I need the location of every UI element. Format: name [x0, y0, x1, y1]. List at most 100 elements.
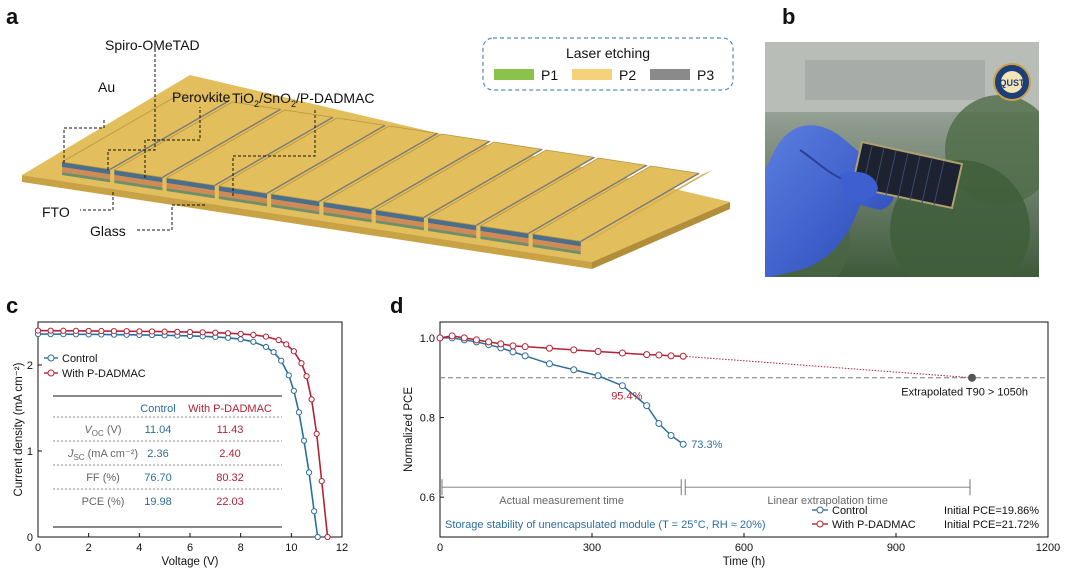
chart-d-legend-initial: Initial PCE=19.86% — [944, 505, 1039, 517]
legend-p2-swatch — [572, 69, 612, 80]
chart-d-legend-initial: Initial PCE=21.72% — [944, 519, 1039, 531]
table-value-control: 11.04 — [145, 424, 172, 436]
annotation-storage: Storage stability of unencapsulated modu… — [445, 519, 766, 531]
legend-p1-label: P1 — [541, 67, 558, 83]
chart-d: 0 300 600 900 1200 0.6 0.8 1.0 Time (h) Normalize… — [403, 321, 1060, 568]
chart-c-xtick-label: 4 — [136, 542, 142, 554]
cell-layer-etl — [62, 172, 111, 183]
chart-c-xtick-label: 6 — [187, 542, 193, 554]
chart-d-series-0-point — [570, 366, 578, 374]
cell-layer-perovskite — [166, 183, 215, 196]
chart-d-series-1-point — [667, 352, 675, 360]
table-value-control: 2.36 — [147, 448, 168, 460]
chart-c-series-1-point — [298, 360, 305, 367]
cell-layer-etl — [166, 188, 215, 199]
p3-scribe — [162, 108, 281, 178]
annotation-red-value: 95.4% — [611, 391, 642, 403]
chart-d-series-1-point — [594, 347, 602, 355]
chart-d-series-1-point — [497, 340, 505, 348]
table-param: JSC (mA cm⁻²) — [67, 448, 138, 462]
chart-c-series-0-line — [37, 333, 319, 538]
module-glass-front — [22, 175, 592, 269]
cell-layer-perovskite — [114, 175, 163, 188]
table-header-control: Control — [140, 403, 175, 415]
chart-c-series-1-point — [161, 328, 168, 335]
span-actual-label: Actual measurement time — [499, 495, 624, 507]
table-value-pdadmac: 2.40 — [219, 448, 240, 460]
laser-legend-box — [482, 37, 734, 91]
panel-a: a Spiro-OMeTAD Au Perovkite TiO2/SnO2/P-… — [6, 4, 734, 269]
table-value-pdadmac: 22.03 — [216, 496, 244, 508]
chart-c-legend-label: Control — [62, 353, 97, 365]
leader-lines — [63, 50, 316, 231]
chart-c-series-0-point — [300, 437, 308, 444]
chart-c-series-0-point — [285, 372, 292, 379]
cell-layer-htl — [166, 178, 215, 191]
chart-d-legend-marker — [816, 506, 824, 514]
chart-c-series-1-point — [123, 328, 130, 335]
label-au: Au — [98, 79, 115, 95]
p3-scribe — [475, 156, 595, 226]
chart-c-legend-marker — [47, 369, 55, 377]
table-param: VOC (V) — [84, 424, 121, 438]
chart-c-series-0-point — [295, 409, 303, 416]
chart-d-series-1-point — [570, 346, 578, 354]
p3-scribe — [423, 148, 543, 218]
chart-d-legend-marker — [816, 520, 824, 528]
legend-p1-swatch — [494, 69, 534, 80]
chart-d-xtick-label: 300 — [583, 542, 601, 554]
chart-c-series-1-point — [290, 348, 297, 355]
chart-d-series-1-point — [643, 351, 651, 359]
module-cells — [60, 93, 713, 242]
p3-scribe — [214, 116, 334, 186]
chart-c-legend-label: With P-DADMAC — [62, 368, 146, 380]
chart-c-series-0-point — [237, 336, 244, 343]
panel-letter-d: d — [390, 293, 403, 318]
table-value-control: 19.98 — [144, 496, 172, 508]
chart-c-xtick-label: 10 — [285, 542, 297, 554]
chart-d-series-1-point — [521, 343, 529, 351]
cell-layer-perovskite — [480, 231, 529, 244]
chart-c-xtick-label: 8 — [238, 542, 244, 554]
p3-scribe — [580, 172, 700, 242]
chart-c-series-0-point — [250, 338, 257, 345]
cell-layer-htl — [323, 202, 372, 215]
laser-legend-title: Laser etching — [566, 45, 650, 61]
cell-layer-htl — [428, 218, 477, 231]
cell-layer-perovskite — [271, 199, 320, 212]
table-header-pdadmac: With P-DADMAC — [188, 403, 272, 415]
cell-layer-etl — [271, 204, 320, 215]
annotation-blue-value: 73.3% — [691, 439, 722, 451]
chart-d-series-1-point — [448, 332, 456, 340]
chart-c-series-1-point — [148, 328, 156, 335]
chart-d-series-0-point — [618, 382, 626, 390]
legend-p3-label: P3 — [697, 67, 714, 83]
chart-d-series-0-point — [643, 402, 651, 410]
cell-layer-perovskite — [428, 223, 477, 236]
legend-p3-swatch — [650, 69, 690, 80]
chart-d-xlabel: Time (h) — [723, 556, 766, 568]
chart-c-legend-marker — [47, 354, 55, 362]
chart-c-ytick-label: 2 — [27, 360, 33, 372]
cell-layer-htl — [218, 186, 268, 199]
cell-layer-perovskite — [323, 207, 372, 220]
chart-d-series-0-point — [521, 352, 529, 360]
chart-d-series-0-point — [655, 420, 663, 428]
chart-c-series-0-point — [290, 387, 297, 394]
chart-c-series-1-point — [110, 328, 118, 335]
chart-d-ytick-label: 0.6 — [420, 492, 435, 504]
cell-layer-htl — [532, 234, 581, 247]
chart-d-series-0-line — [440, 337, 684, 445]
chart-d-ylabel: Normalized PCE — [403, 387, 415, 472]
chart-c-series-1-point — [60, 327, 67, 334]
chart-d-xtick-label: 0 — [437, 542, 443, 554]
chart-c-series-1-point — [224, 330, 232, 337]
chart-d-xtick-label: 600 — [735, 542, 753, 554]
chart-c-series-1-point — [313, 430, 320, 437]
chart-c-series-1-point — [303, 373, 310, 380]
cell-layer-perovskite — [62, 167, 111, 180]
table-param: FF (%) — [86, 472, 120, 484]
chart-c-xlabel: Voltage (V) — [162, 556, 219, 568]
chart-c-series-1-point — [47, 327, 54, 334]
